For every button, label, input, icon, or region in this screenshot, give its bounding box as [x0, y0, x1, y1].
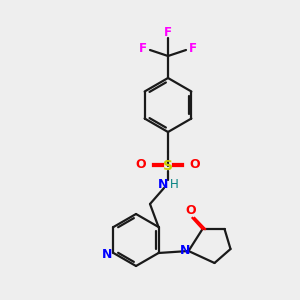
Text: F: F	[164, 26, 172, 38]
Text: H: H	[169, 178, 178, 191]
Text: F: F	[189, 43, 197, 56]
Text: F: F	[139, 43, 147, 56]
Text: O: O	[136, 158, 146, 172]
Text: S: S	[163, 159, 173, 173]
Text: N: N	[102, 248, 113, 260]
Text: O: O	[185, 203, 196, 217]
Text: O: O	[190, 158, 200, 172]
Text: N: N	[180, 244, 191, 256]
Text: N: N	[158, 178, 168, 190]
